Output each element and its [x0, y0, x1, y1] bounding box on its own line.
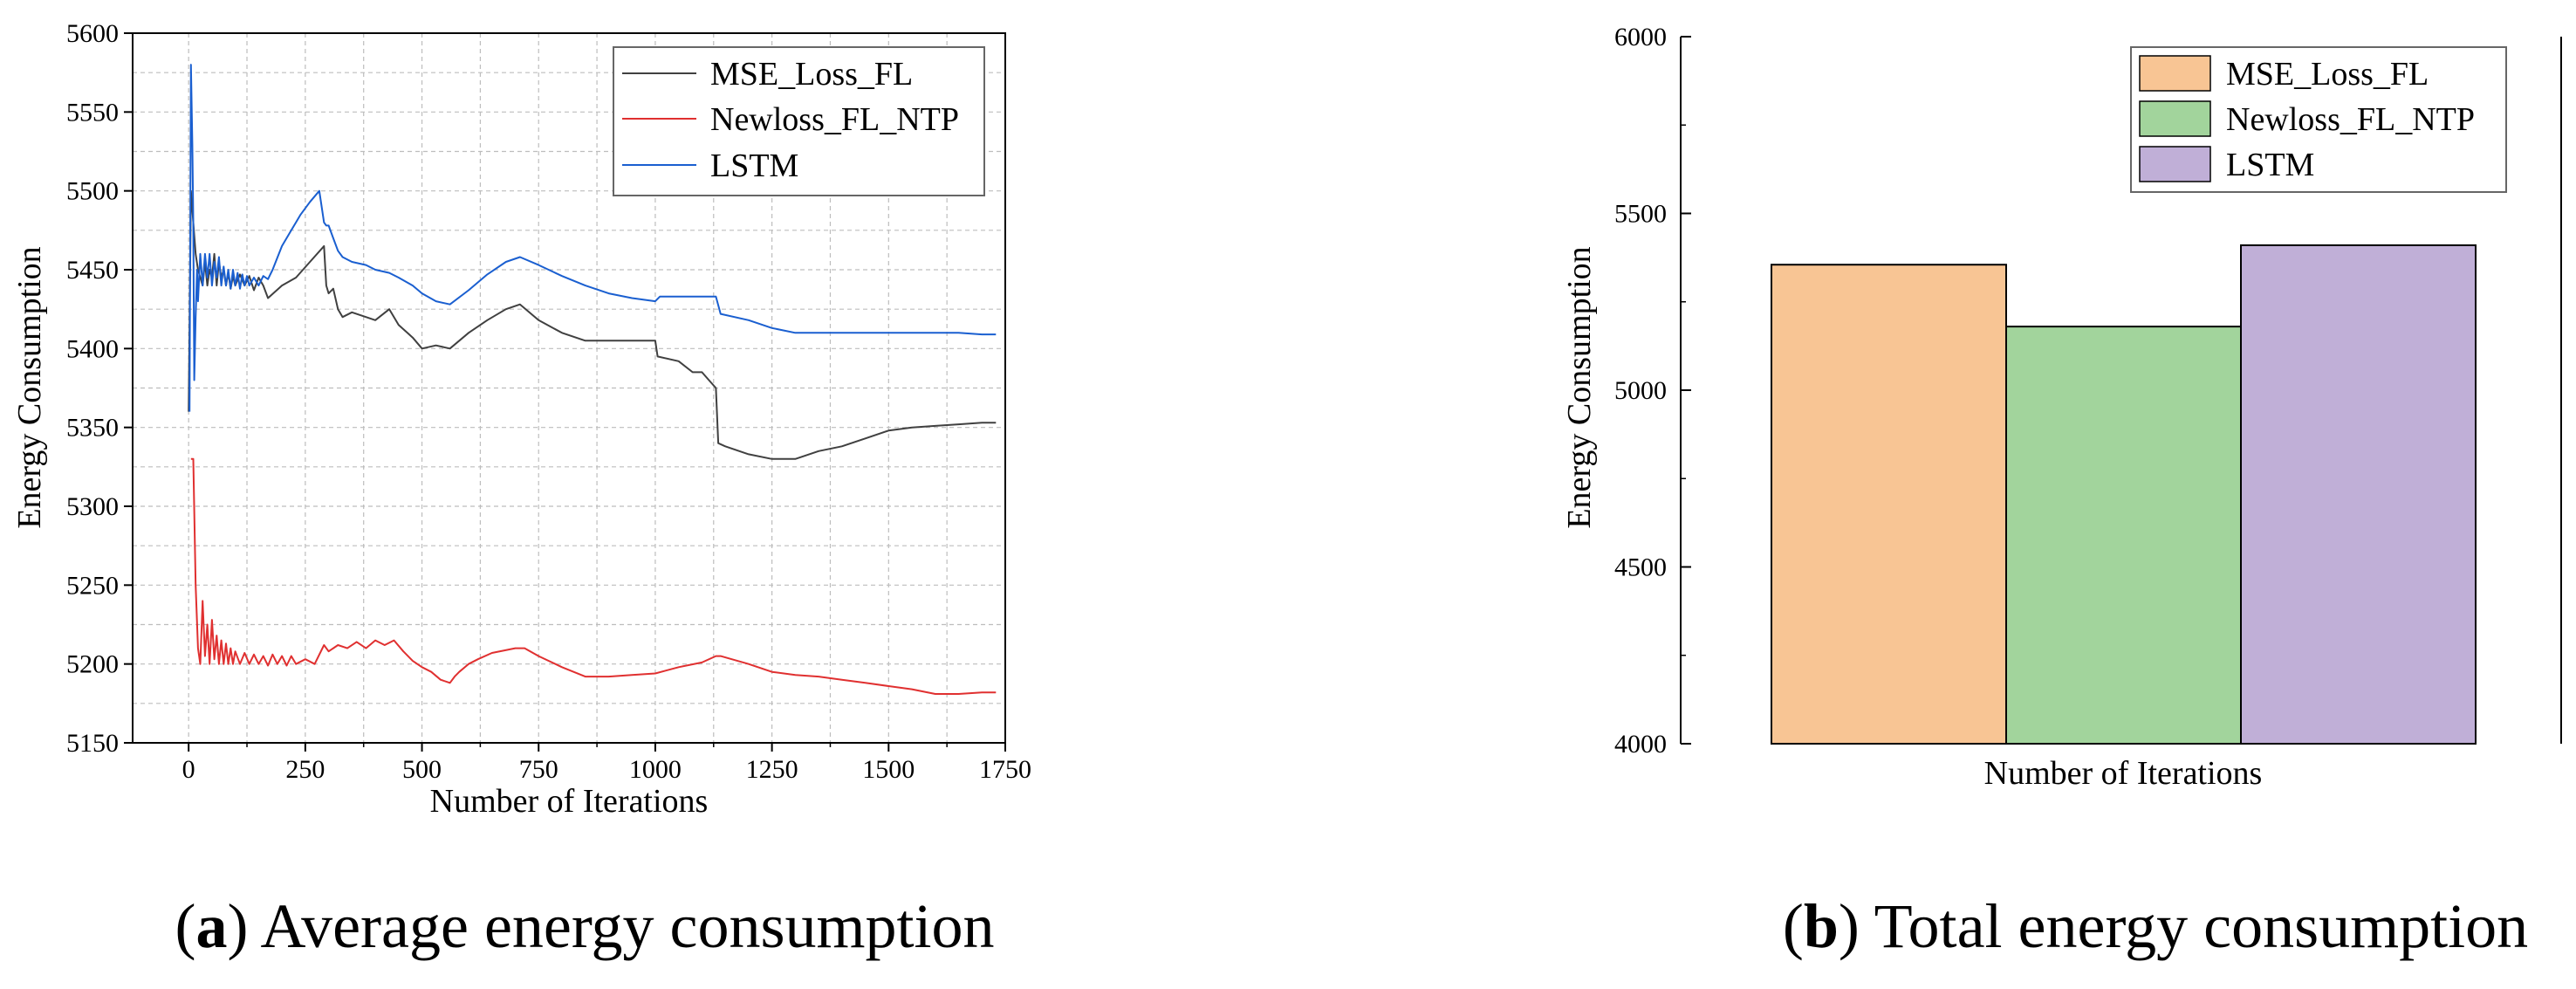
bar-chart-y-axis-label: Energy Consumption: [1561, 246, 1598, 528]
y-tick-label: 5250: [66, 571, 119, 600]
y-tick-label: 5450: [66, 256, 119, 285]
line-chart-caption-text: Average energy consumption: [248, 891, 994, 961]
bar-chart-caption-text: Total energy consumption: [1860, 891, 2528, 961]
line-chart-plot-frame: [132, 32, 1006, 744]
bar-chart-x-axis-label: Number of Iterations: [1984, 755, 2263, 792]
y-tick-label: 5300: [66, 492, 119, 521]
line-chart-legend-box: [613, 46, 985, 196]
legend-label-lstm: LSTM: [2226, 147, 2314, 183]
line-chart-caption: (a) Average energy consumption: [175, 891, 994, 961]
y-tick-label: 5600: [66, 19, 119, 48]
legend-swatch-mse-loss-fl: [2139, 55, 2211, 92]
y-tick-label: 4500: [1614, 553, 1667, 582]
bar-chart-ticks: 4000 4500 5000 5500 6000: [1614, 23, 1691, 759]
line-chart-legend: MSE_Loss_FL Newloss_FL_NTP LSTM: [613, 46, 985, 196]
line-chart-ticks: 0 250 500 750 1000 1250 1500 1750 5150 5200 5250 53…: [66, 19, 1031, 784]
legend-label-lstm: LSTM: [710, 148, 798, 184]
y-tick-label: 6000: [1614, 23, 1667, 52]
line-chart-caption-letter: a: [195, 891, 227, 961]
y-tick-label: 5500: [66, 177, 119, 206]
y-tick-label: 4000: [1614, 730, 1667, 759]
x-tick-label: 1500: [862, 755, 915, 784]
legend-swatch-lstm: [2139, 146, 2211, 182]
legend-label-newloss-fl-ntp: Newloss_FL_NTP: [2226, 101, 2475, 138]
line-chart-series-group: [188, 64, 997, 695]
bar-lstm: [2240, 244, 2477, 745]
y-tick-label: 5500: [1614, 200, 1667, 229]
bar-chart-caption: (b) Total energy consumption: [1783, 891, 2528, 961]
y-tick-label: 5550: [66, 98, 119, 127]
bar-chart-panel: 4000 4500 5000 5500 6000 Number of Iteration…: [1561, 23, 2562, 961]
x-tick-label: 750: [519, 755, 558, 784]
x-tick-label: 1750: [979, 755, 1031, 784]
y-tick-label: 5150: [66, 729, 119, 758]
series-line-lstm: [188, 64, 997, 412]
bar-newloss-fl-ntp: [2005, 326, 2242, 745]
bar-mse-loss-fl: [1771, 264, 2007, 745]
line-chart-y-axis-label: Energy Consumption: [11, 246, 48, 528]
y-tick-label: 5400: [66, 334, 119, 363]
line-chart-x-axis-label: Number of Iterations: [430, 783, 709, 820]
bar-chart-legend: MSE_Loss_FL Newloss_FL_NTP LSTM: [2130, 46, 2507, 193]
legend-swatch-newloss-fl-ntp: [2139, 100, 2211, 137]
x-tick-label: 0: [182, 755, 195, 784]
y-tick-label: 5200: [66, 650, 119, 679]
bar-chart-caption-letter: b: [1804, 891, 1839, 961]
x-tick-label: 1250: [746, 755, 798, 784]
y-tick-label: 5350: [66, 414, 119, 443]
legend-label-newloss-fl-ntp: Newloss_FL_NTP: [710, 101, 959, 138]
line-chart-panel: 0 250 500 750 1000 1250 1500 1750 5150 5200 5250 53…: [11, 19, 1031, 961]
x-tick-label: 1000: [629, 755, 682, 784]
x-tick-label: 500: [402, 755, 442, 784]
legend-label-mse-loss-fl: MSE_Loss_FL: [710, 56, 913, 93]
legend-label-mse-loss-fl: MSE_Loss_FL: [2226, 56, 2429, 93]
series-line-mse-loss-fl: [188, 189, 997, 460]
y-tick-label: 5000: [1614, 376, 1667, 405]
bar-chart-bars: [1771, 244, 2477, 745]
series-line-newloss-fl-ntp: [190, 457, 997, 695]
x-tick-label: 250: [285, 755, 325, 784]
